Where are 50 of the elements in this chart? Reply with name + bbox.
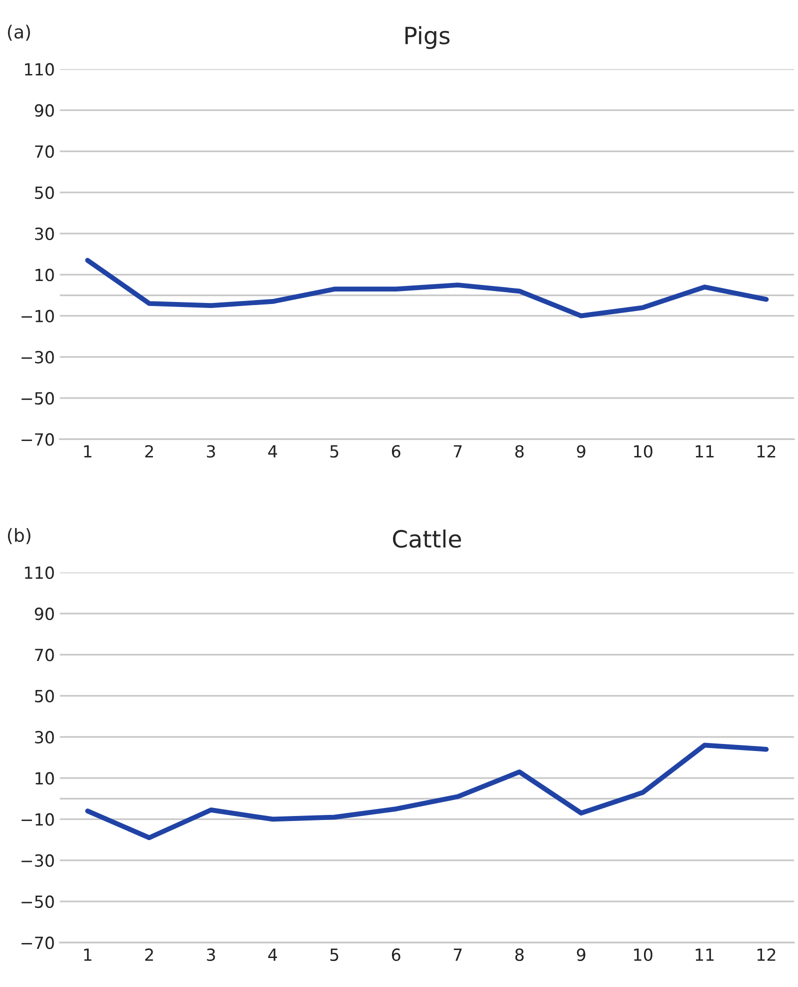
x-tick-label: 11 [696, 445, 714, 458]
y-tick-label: 70 [35, 145, 54, 158]
text: (a) [8, 24, 30, 41]
x-tick-label: 10 [634, 445, 652, 458]
y-tick-label: 10 [36, 268, 54, 282]
y-tick-label: 90 [34, 608, 54, 620]
y-tick-label: 90 [34, 104, 54, 117]
line-series [85, 258, 769, 318]
y-tick-label: −10 [22, 310, 54, 322]
x-tick-label: 10 [634, 948, 652, 962]
y-tick-label: 30 [35, 228, 54, 240]
x-tick-label: 2 [145, 948, 153, 961]
chart-title: Pigs [405, 26, 450, 49]
x-tick-label: 6 [392, 948, 400, 962]
y-tick-label: 30 [35, 730, 54, 744]
x-tick-label: 7 [454, 445, 462, 458]
x-tick-label: 5 [330, 445, 338, 458]
text: (b) [8, 528, 30, 544]
y-tick-label: 10 [36, 772, 54, 785]
x-tick-label: 8 [515, 948, 524, 962]
x-tick-label: 4 [268, 445, 278, 458]
x-tick-label: 11 [696, 948, 714, 961]
y-tick-label: −50 [22, 392, 54, 405]
y-tick-label: −70 [22, 433, 54, 446]
y-tick-label: −50 [22, 895, 54, 908]
y-tick-label: −70 [22, 936, 54, 950]
y-tick-label: 110 [25, 566, 54, 580]
x-tick-label: 3 [206, 948, 215, 962]
x-tick-label: 6 [392, 445, 400, 458]
y-tick-label: 50 [35, 690, 54, 702]
x-tick-label: 12 [757, 948, 776, 961]
x-tick-label: 12 [757, 445, 776, 458]
y-tick-label: −30 [22, 854, 54, 867]
x-tick-label: 3 [206, 445, 215, 458]
chart-title: Cattle [392, 530, 461, 548]
y-tick-label: −10 [22, 813, 54, 826]
x-tick-label: 9 [576, 445, 586, 458]
x-tick-label: 8 [515, 445, 524, 458]
x-tick-label: 5 [330, 948, 338, 962]
x-tick-label: 7 [454, 948, 462, 961]
x-tick-label: 1 [84, 948, 92, 961]
x-tick-label: 4 [268, 948, 278, 961]
y-tick-label: 70 [35, 648, 54, 662]
x-tick-label: 1 [84, 445, 92, 458]
y-tick-label: 50 [35, 186, 54, 200]
y-tick-label: 110 [25, 63, 54, 76]
x-tick-label: 9 [576, 948, 586, 962]
x-tick-label: 2 [145, 445, 153, 458]
y-tick-label: −30 [22, 350, 54, 364]
line-series [85, 742, 769, 840]
